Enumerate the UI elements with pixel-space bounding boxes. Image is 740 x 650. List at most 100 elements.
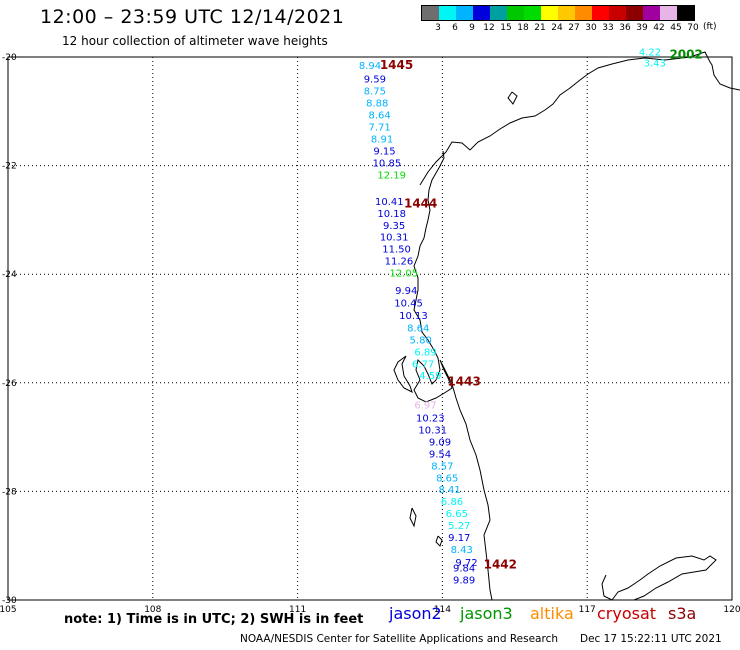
wave-height-label: 10.31 bbox=[418, 425, 447, 436]
island-south-east bbox=[601, 555, 717, 601]
legend-swatch bbox=[643, 6, 660, 20]
wave-height-label: 9.89 bbox=[453, 575, 475, 586]
y-tick-label: -24 bbox=[2, 270, 17, 280]
legend-tick-label: 24 bbox=[551, 23, 563, 33]
legend-swatch bbox=[677, 6, 694, 20]
legend-swatch bbox=[541, 6, 558, 20]
page-subtitle: 12 hour collection of altimeter wave hei… bbox=[62, 34, 328, 48]
pass-label: 1445 bbox=[380, 58, 413, 72]
wave-height-label: 10.41 bbox=[375, 197, 404, 208]
wave-height-label: 9.84 bbox=[453, 563, 475, 574]
wave-height-label: 10.23 bbox=[416, 414, 445, 425]
legend-tick-label: 42 bbox=[653, 23, 665, 33]
legend-tick-label: 15 bbox=[500, 23, 512, 33]
legend-unit: (ft) bbox=[703, 22, 717, 32]
legend-swatch bbox=[507, 6, 524, 20]
wave-height-label: 8.94 bbox=[359, 61, 381, 72]
legend-swatch bbox=[490, 6, 507, 20]
legend-tick-label: 45 bbox=[670, 23, 682, 33]
wave-height-label: 7.71 bbox=[369, 123, 391, 134]
note-text: note: 1) Time is in UTC; 2) SWH is in fe… bbox=[64, 612, 364, 627]
wave-height-label: 10.31 bbox=[380, 233, 409, 244]
legend-tick-label: 21 bbox=[534, 23, 546, 33]
wave-height-label: 10.13 bbox=[399, 311, 428, 322]
legend-tick-label: 70 bbox=[687, 23, 699, 33]
y-tick-label: -22 bbox=[2, 162, 17, 172]
wave-height-label: 4.22 bbox=[639, 48, 661, 59]
legend-tick-label: 27 bbox=[568, 23, 580, 33]
legend-swatch bbox=[660, 6, 677, 20]
wave-height-label: 8.91 bbox=[371, 134, 393, 145]
wave-height-label: 9.17 bbox=[448, 533, 470, 544]
legend-swatch bbox=[609, 6, 626, 20]
wave-height-label: 8.75 bbox=[364, 87, 386, 98]
legend-tick-label: 33 bbox=[602, 23, 614, 33]
x-tick-label: 105 bbox=[0, 605, 17, 615]
wave-height-label: 5.80 bbox=[410, 335, 432, 346]
legend-swatch bbox=[592, 6, 609, 20]
wave-height-label: 6.65 bbox=[446, 509, 468, 520]
satellite-name: altika bbox=[530, 604, 574, 623]
wave-height-label: 4.59 bbox=[419, 371, 441, 382]
island-c bbox=[435, 535, 443, 547]
wave-height-label: 6.97 bbox=[414, 401, 436, 412]
wave-height-label: 8.41 bbox=[439, 485, 461, 496]
x-tick-label: 111 bbox=[289, 605, 306, 615]
legend-swatch bbox=[422, 6, 439, 20]
legend-tick-label: 30 bbox=[585, 23, 597, 33]
legend-tick-label: 6 bbox=[452, 23, 458, 33]
satellite-name: cryosat bbox=[597, 604, 657, 623]
wave-height-label: 11.50 bbox=[382, 245, 411, 256]
y-tick-label: -30 bbox=[2, 596, 17, 606]
legend-swatch bbox=[473, 6, 490, 20]
island-b bbox=[409, 507, 417, 528]
legend-tick-label: 3 bbox=[435, 23, 441, 33]
wave-height-label: 10.18 bbox=[377, 209, 406, 220]
y-tick-label: -28 bbox=[2, 487, 17, 497]
wave-height-label: 10.45 bbox=[394, 298, 423, 309]
wave-height-label: 6.86 bbox=[441, 497, 463, 508]
coastline bbox=[393, 51, 740, 601]
legend-swatch bbox=[439, 6, 456, 20]
legend-tick-label: 36 bbox=[619, 23, 631, 33]
island-a bbox=[507, 91, 518, 105]
x-tick-label: 114 bbox=[434, 605, 451, 615]
wave-height-label: 9.35 bbox=[383, 221, 405, 232]
legend-ticks: 3 6 9 12 15 18 21 24 27 30 33 36 39 42 45 70 bbox=[421, 21, 699, 35]
legend-swatch bbox=[524, 6, 541, 20]
coastline-main bbox=[419, 51, 740, 186]
pass-label: 1444 bbox=[404, 197, 437, 211]
y-tick-label: -20 bbox=[2, 53, 17, 63]
wave-height-label: 12.19 bbox=[377, 170, 406, 181]
wave-height-label: 8.64 bbox=[407, 323, 429, 334]
peninsula-inner bbox=[393, 355, 413, 393]
x-tick-label: 120 bbox=[723, 605, 740, 615]
legend-tick-label: 18 bbox=[517, 23, 529, 33]
pass-label: 1442 bbox=[484, 558, 517, 572]
legend-swatch bbox=[558, 6, 575, 20]
wave-height-label: 5.27 bbox=[448, 521, 470, 532]
satellite-name: jason2 bbox=[389, 604, 442, 623]
wave-height-label: 8.65 bbox=[436, 473, 458, 484]
wave-height-label: 11.26 bbox=[385, 257, 414, 268]
wave-height-label: 9.72 bbox=[455, 558, 477, 569]
x-tick-label: 108 bbox=[144, 605, 161, 615]
legend-swatch bbox=[626, 6, 643, 20]
color-legend: 3 6 9 12 15 18 21 24 27 30 33 36 39 42 45 70 bbox=[421, 5, 699, 35]
pass-label: 2002 bbox=[669, 47, 702, 61]
satellite-name: s3a bbox=[668, 604, 697, 623]
grid-lines bbox=[7, 56, 733, 601]
coastline-west bbox=[413, 150, 493, 601]
wave-height-label: 8.57 bbox=[431, 461, 453, 472]
wave-height-label: 6.77 bbox=[412, 359, 434, 370]
page-title: 12:00 – 23:59 UTC 12/14/2021 bbox=[40, 6, 345, 28]
wave-height-label: 10.85 bbox=[373, 158, 402, 169]
x-tick-label: 117 bbox=[579, 605, 596, 615]
wave-height-label: 3.43 bbox=[644, 58, 666, 69]
wave-height-label: 8.88 bbox=[366, 99, 388, 110]
wave-height-label: 12.05 bbox=[389, 269, 418, 280]
satellite-name: jason3 bbox=[460, 604, 513, 623]
footer-date: Dec 17 15:22:11 UTC 2021 bbox=[580, 633, 722, 645]
map-frame bbox=[7, 56, 733, 601]
